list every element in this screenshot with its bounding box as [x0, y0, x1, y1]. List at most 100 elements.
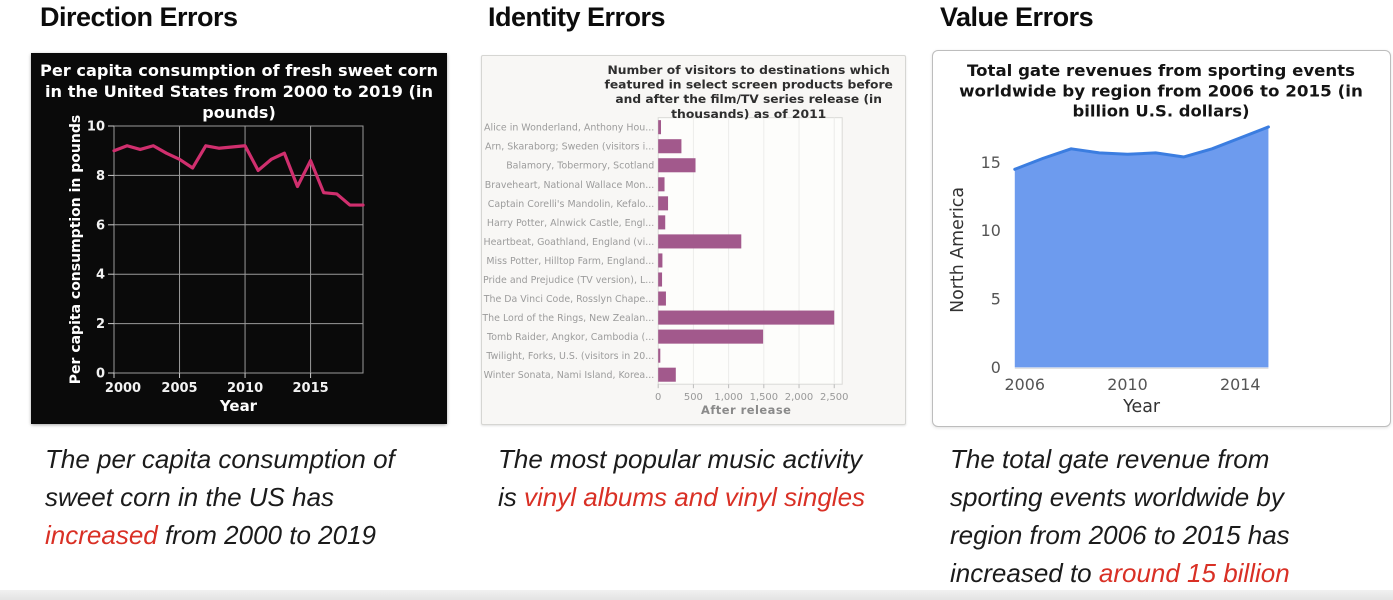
svg-text:2015: 2015 [292, 381, 328, 396]
svg-text:8: 8 [96, 169, 105, 184]
svg-text:0: 0 [991, 358, 1001, 377]
error-highlight-text: vinyl albums and vinyl singles [524, 482, 866, 512]
svg-text:10: 10 [87, 120, 105, 135]
bar-8 [658, 272, 663, 287]
corn-line-chart-svg: Per capita consumption of fresh sweet co… [31, 53, 447, 424]
svg-text:2,500: 2,500 [820, 392, 848, 403]
gate-revenue-area-chart-svg: Total gate revenues from sporting events… [948, 61, 1363, 417]
bar-7 [658, 253, 663, 268]
svg-text:Heartbeat, Goathland, England: Heartbeat, Goathland, England (vi... [484, 237, 655, 248]
svg-text:15: 15 [981, 153, 1001, 172]
error-highlight-text: around 15 billion [1098, 558, 1290, 588]
bar-11 [658, 329, 764, 344]
svg-text:0: 0 [96, 367, 105, 382]
svg-text:Captain Corelli's Mandolin, Ke: Captain Corelli's Mandolin, Kefalo... [488, 199, 654, 210]
chart3-title: Total gate revenues from sporting events… [959, 61, 1363, 121]
svg-text:pounds): pounds) [202, 103, 276, 122]
chart1-ylabel: Per capita consumption in pounds [68, 115, 84, 384]
chart3-ylabel: North America [948, 187, 968, 313]
svg-text:6: 6 [96, 218, 105, 233]
svg-text:featured in select screen prod: featured in select screen products befor… [604, 78, 892, 92]
svg-text:Number of visitors to destinat: Number of visitors to destinations which [607, 63, 889, 77]
chart1-line-series [112, 144, 365, 207]
svg-text:Tomb Raider, Angkor, Cambodia: Tomb Raider, Angkor, Cambodia (... [486, 332, 654, 343]
svg-text:2010: 2010 [1107, 375, 1147, 394]
bar-3 [658, 177, 665, 192]
chart2-xlabel: After release [701, 403, 791, 417]
svg-text:1,500: 1,500 [750, 392, 778, 403]
svg-text:2,000: 2,000 [785, 392, 813, 403]
chart2-bars [658, 120, 835, 382]
bar-5 [658, 215, 666, 230]
visitors-bar-chart-svg: Number of visitors to destinations which… [482, 63, 893, 417]
caption-direction-errors: The per capita consumption of sweet corn… [45, 440, 427, 554]
slide-bottom-edge [0, 590, 1393, 600]
chart2-x-ticks: 0 500 1,000 1,500 2,000 2,500 [655, 384, 848, 403]
svg-text:Total gate revenues from sport: Total gate revenues from sporting events [967, 61, 1355, 80]
chart1-y-ticks: 0 2 4 6 8 10 [87, 120, 114, 382]
svg-text:0: 0 [655, 392, 661, 403]
svg-text:Braveheart, National Wallace M: Braveheart, National Wallace Mon... [485, 180, 654, 191]
svg-text:2014: 2014 [1220, 375, 1260, 394]
chart3-area-top-line [1013, 125, 1270, 171]
svg-text:and after the film/TV series r: and after the film/TV series release (in [615, 92, 882, 106]
svg-text:1,000: 1,000 [714, 392, 742, 403]
svg-text:4: 4 [96, 268, 105, 283]
caption-text: The total gate revenue from sporting eve… [950, 444, 1290, 588]
svg-text:Balamory, Tobermory, Scotland: Balamory, Tobermory, Scotland [506, 161, 654, 172]
bar-13 [658, 367, 676, 382]
bar-10 [658, 310, 835, 325]
svg-text:Arn, Skaraborg; Sweden (visito: Arn, Skaraborg; Sweden (visitors i... [485, 142, 654, 153]
bar-6 [658, 234, 742, 249]
heading-value-errors: Value Errors [940, 2, 1094, 32]
svg-text:in the United States from 2000: in the United States from 2000 to 2019 (… [45, 82, 433, 101]
chart3-area-series [1014, 126, 1269, 368]
chart1-title: Per capita consumption of fresh sweet co… [40, 61, 438, 122]
chart3-xlabel: Year [1122, 397, 1161, 417]
svg-text:The Lord of the Rings, New Zea: The Lord of the Rings, New Zealan... [482, 313, 654, 324]
svg-text:worldwide by region from 2006: worldwide by region from 2006 to 2015 (i… [959, 81, 1363, 100]
chart1-background [31, 53, 447, 424]
svg-text:Winter Sonata, Nami Island, Ko: Winter Sonata, Nami Island, Korea... [484, 370, 655, 381]
heading-direction-errors: Direction Errors [40, 2, 238, 32]
chart1-x-ticks: 2000 2005 2010 2015 [105, 373, 329, 396]
svg-text:The Da Vinci Code, Rosslyn Cha: The Da Vinci Code, Rosslyn Chape... [483, 294, 655, 305]
caption-identity-errors: The most popular music activity is vinyl… [498, 440, 870, 516]
svg-text:2005: 2005 [161, 381, 197, 396]
svg-text:10: 10 [981, 221, 1001, 240]
svg-text:2000: 2000 [105, 381, 141, 396]
chart1-plot-border [113, 125, 364, 374]
bar-4 [658, 196, 669, 211]
bar-2 [658, 158, 696, 173]
svg-text:Pride and Prejudice (TV versio: Pride and Prejudice (TV version), L... [483, 275, 654, 286]
svg-text:Alice in Wonderland, Anthony H: Alice in Wonderland, Anthony Hou... [484, 123, 654, 134]
error-highlight-text: increased [45, 520, 158, 550]
corn-consumption-line-chart: Per capita consumption of fresh sweet co… [31, 53, 447, 424]
svg-text:billion U.S. dollars): billion U.S. dollars) [1072, 102, 1249, 121]
heading-identity-errors: Identity Errors [488, 2, 666, 32]
svg-text:Harry Potter, Alnwick Castle,: Harry Potter, Alnwick Castle, Engl... [487, 218, 654, 229]
chart3-x-ticks: 2006 2010 2014 [1004, 375, 1260, 394]
caption-value-errors: The total gate revenue from sporting eve… [950, 440, 1318, 592]
visitors-bar-chart: Number of visitors to destinations which… [481, 55, 906, 425]
caption-text: The most popular music activity is [498, 444, 863, 512]
svg-text:5: 5 [991, 289, 1001, 308]
bar-9 [658, 291, 666, 306]
svg-text:2006: 2006 [1004, 375, 1044, 394]
bar-0 [658, 120, 662, 135]
svg-text:Miss Potter, Hilltop Farm, Eng: Miss Potter, Hilltop Farm, England... [486, 256, 654, 267]
bar-12 [658, 348, 661, 363]
svg-text:2: 2 [96, 317, 105, 332]
svg-text:thousands) as of 2011: thousands) as of 2011 [671, 107, 826, 121]
chart2-plot-area [657, 117, 843, 385]
caption-text: from 2000 to 2019 [157, 520, 376, 550]
caption-text: The per capita consumption of sweet corn… [45, 444, 395, 512]
svg-text:2010: 2010 [227, 381, 263, 396]
svg-text:500: 500 [684, 392, 703, 403]
svg-text:Per capita consumption of fres: Per capita consumption of fresh sweet co… [40, 61, 438, 80]
chart1-xlabel: Year [219, 397, 258, 415]
chart3-y-ticks: 0 5 10 15 [981, 153, 1001, 377]
bar-1 [658, 139, 682, 154]
chart2-title: Number of visitors to destinations which… [604, 63, 892, 121]
gate-revenue-area-chart: Total gate revenues from sporting events… [932, 50, 1391, 427]
